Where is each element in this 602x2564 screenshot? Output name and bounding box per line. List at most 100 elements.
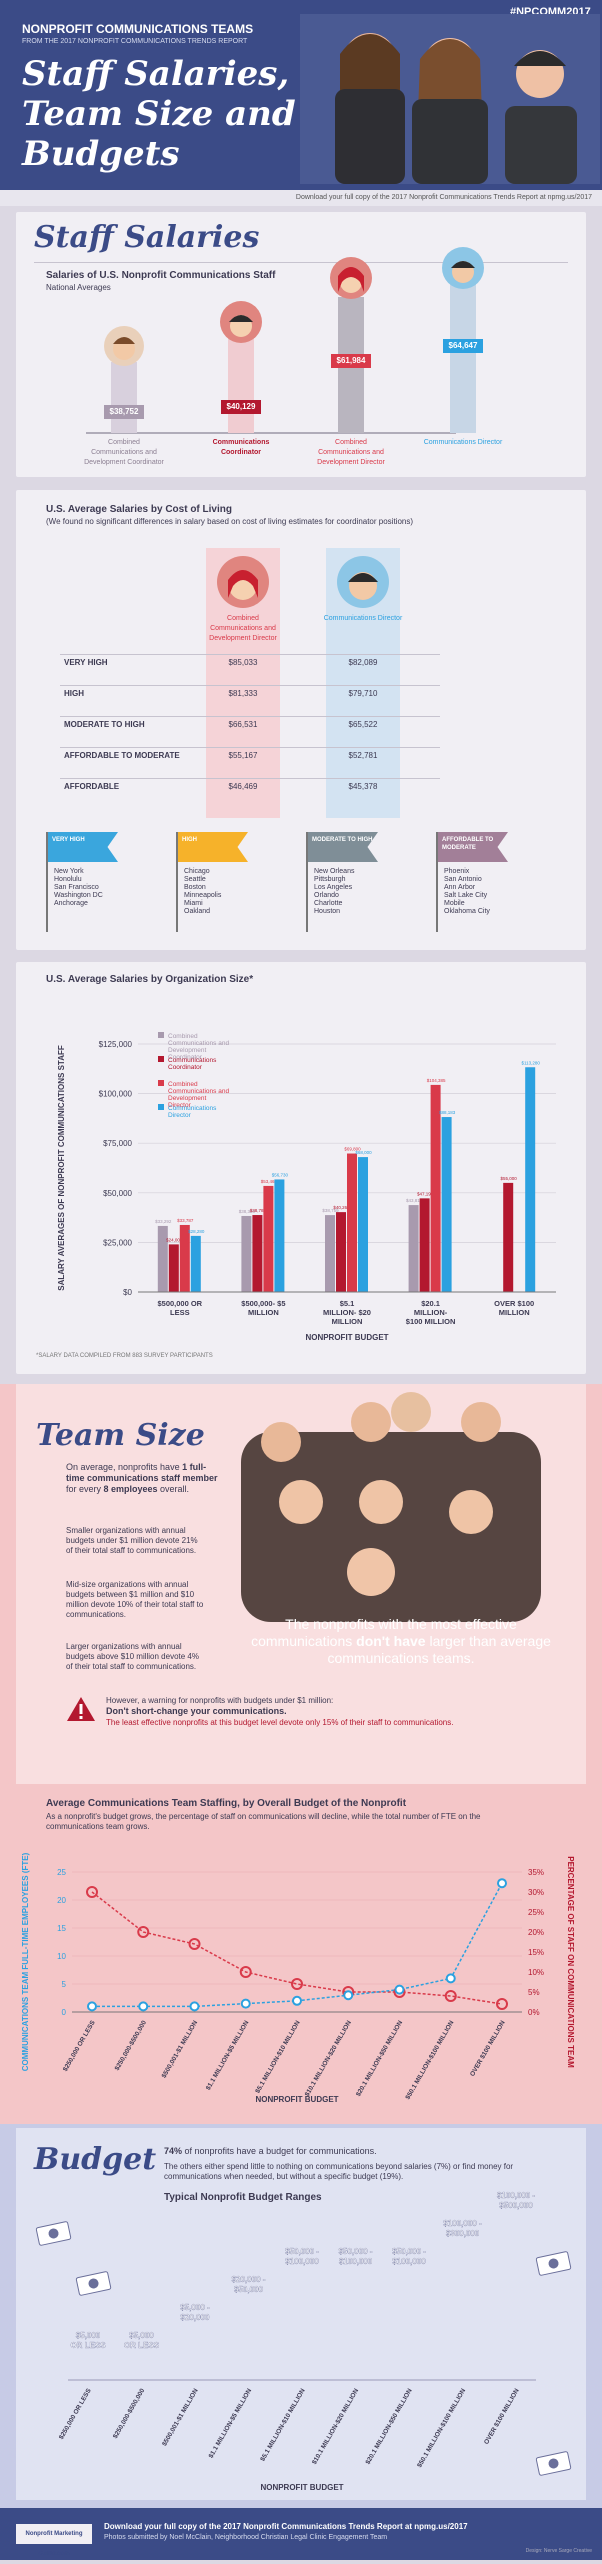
bar xyxy=(274,1179,285,1292)
y-tick-label: 25 xyxy=(57,1868,66,1877)
download-link[interactable]: Download your full copy of the 2017 Nonp… xyxy=(295,194,592,201)
y2-tick-label: 35% xyxy=(528,1868,544,1877)
x-tick-label: $500,000- $5 xyxy=(241,1299,285,1308)
team-quote: The nonprofits with the most effective c… xyxy=(251,1616,551,1666)
legend-label: Development xyxy=(168,1047,206,1054)
y-tick-label: $0 xyxy=(123,1288,132,1297)
budget-range-label: $100,000 xyxy=(392,2257,426,2266)
flag-2: HIGH xyxy=(178,832,248,862)
money-icon xyxy=(35,2221,72,2246)
warning-line-1: However, a warning for nonprofits with b… xyxy=(106,1696,334,1705)
col-row-divider xyxy=(60,716,440,717)
budget-range-label: $5,000 - xyxy=(180,2303,210,2312)
budget-range-label: $20,000 - xyxy=(232,2275,266,2284)
legend-label: Combined xyxy=(168,1081,198,1088)
money-icon xyxy=(535,2251,572,2276)
team-p4: Larger organizations with annual budgets… xyxy=(66,1642,199,1671)
team-p1: On average, nonprofits have 1 full-time … xyxy=(66,1462,218,1494)
x-tick-label: $500,000 OR xyxy=(157,1299,202,1308)
budget-range-label: $50,000 xyxy=(234,2285,263,2294)
legend-label: Director xyxy=(168,1102,192,1109)
y-tick-label: $75,000 xyxy=(103,1139,132,1148)
org-size-chart: $0 $25,000 $50,000 $75,000 $100,000 $125,000 S… xyxy=(57,1032,556,1342)
x-tick-label: MILLION xyxy=(248,1308,279,1317)
col-row-label: MODERATE TO HIGH xyxy=(64,720,145,729)
y-tick-label: 20 xyxy=(57,1896,66,1905)
salaries-heading: Staff Salaries xyxy=(34,220,260,255)
fte-line xyxy=(92,1882,503,2008)
fte-point xyxy=(138,2001,149,2012)
x-tick-label: MILLION- $20 xyxy=(323,1308,371,1317)
budget-range-label: $20,000 xyxy=(181,2313,210,2322)
y-tick-label: $125,000 xyxy=(99,1040,133,1049)
person-comm-coordinator xyxy=(220,301,262,433)
person-combined-coordinator xyxy=(104,326,144,433)
bar-value-label: $88,183 xyxy=(439,1110,456,1115)
x-tick-label: $500,001-$1 MILLION xyxy=(161,2387,200,2447)
footer-line-1[interactable]: Download your full copy of the 2017 Nonp… xyxy=(104,2522,468,2531)
bar xyxy=(263,1185,274,1292)
legend-swatch xyxy=(158,1056,164,1062)
pct-line xyxy=(91,1891,503,2005)
x-tick-label: $100 MILLION xyxy=(406,1317,456,1326)
staffing-section: Average Communications Team Staffing, by… xyxy=(0,1784,602,2124)
team-photo xyxy=(300,14,600,184)
money-circle xyxy=(548,2258,559,2269)
flag-pole xyxy=(436,832,438,932)
col-value-b: $52,781 xyxy=(348,751,378,760)
salary-label-1: Combined Communications and Development … xyxy=(84,439,164,466)
x-tick-label: OVER $100 MILLION xyxy=(483,2387,521,2446)
x-tick-label: $5.1 MILLION-$10 MILLION xyxy=(254,2019,302,2094)
team-p3: Mid-size organizations with annual budge… xyxy=(66,1580,204,1619)
fte-point xyxy=(394,1984,405,1995)
salary-value-1: $38,752 xyxy=(109,407,139,416)
col-head-b: Communications Director xyxy=(323,615,403,622)
budget-p1: 74% of nonprofits have a budget for comm… xyxy=(164,2146,377,2156)
budget-range-label: $100,000 xyxy=(339,2257,373,2266)
x-axis-label: NONPROFIT BUDGET xyxy=(305,1333,388,1342)
bar-value-label: $53,466 xyxy=(261,1179,278,1184)
team-card: Team Size On average, nonprofits have 1 … xyxy=(16,1384,586,1784)
budget-range-label: OR LESS xyxy=(70,2341,106,2350)
bar-value-label: $113,280 xyxy=(521,1060,540,1065)
x-tick-label: $1.1 MILLION-$5 MILLION xyxy=(208,2387,254,2459)
fte-point xyxy=(292,1995,302,2006)
fte-point xyxy=(445,1973,456,1984)
money-circle xyxy=(548,2458,559,2469)
col-value-a: $66,531 xyxy=(228,720,258,729)
bar-value-label: $24,000 xyxy=(166,1237,183,1242)
salary-value-2: $40,129 xyxy=(226,402,256,411)
budget-range-label: $500,000 xyxy=(499,2201,533,2210)
x-tick-label: MILLION xyxy=(332,1317,363,1326)
budget-heading: Budget xyxy=(34,2142,157,2177)
org-title: U.S. Average Salaries by Organization Si… xyxy=(46,974,254,985)
bar-value-label: $104,385 xyxy=(427,1078,446,1083)
x-tick-label: $250,000-$500,000 xyxy=(114,2019,148,2072)
bar xyxy=(190,1235,201,1292)
bar xyxy=(358,1157,368,1292)
bar xyxy=(347,1153,357,1292)
org-size-card: U.S. Average Salaries by Organization Si… xyxy=(16,962,586,1374)
header: NONPROFIT COMMUNICATIONS TEAMS FROM THE … xyxy=(0,0,602,190)
bar xyxy=(168,1244,179,1292)
flag-1: VERY HIGH xyxy=(48,832,118,862)
team-group-photo xyxy=(221,1392,561,1622)
y2-tick-label: 5% xyxy=(528,1988,540,1997)
fte-point xyxy=(189,2001,200,2012)
budget-range-label: $100,000 - xyxy=(497,2191,536,2200)
bar-value-label: $28,280 xyxy=(188,1229,205,1234)
flag-3: MODERATE TO HIGH xyxy=(308,832,378,862)
x-tick-label: $50.1 MILLION-$100 MILLION xyxy=(404,2019,455,2101)
legend-swatch xyxy=(158,1104,164,1110)
bar xyxy=(336,1212,346,1292)
y-axis-label: SALARY AVERAGES OF NONPROFIT COMMUNICATI… xyxy=(57,1045,66,1291)
footer-credit: Design: Nerve Sarge Creative xyxy=(525,2548,592,2554)
x-axis-label: NONPROFIT BUDGET xyxy=(255,2095,338,2104)
bar xyxy=(525,1067,536,1292)
team-p2: Smaller organizations with annual budget… xyxy=(66,1526,198,1555)
x-tick-label: $20.1 MILLION-$50 MILLION xyxy=(355,2019,404,2098)
money-circle xyxy=(88,2278,99,2289)
bar xyxy=(252,1215,263,1292)
col-value-b: $79,710 xyxy=(348,689,378,698)
